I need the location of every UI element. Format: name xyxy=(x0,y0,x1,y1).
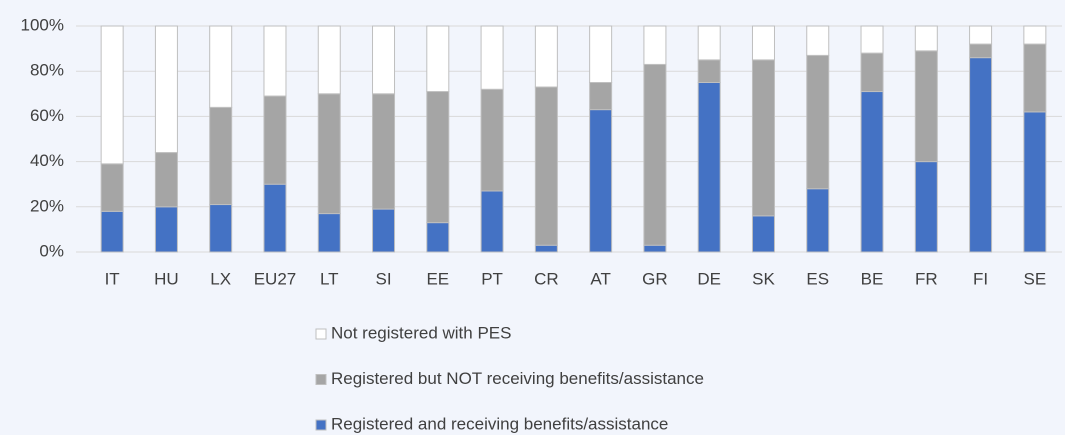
bar-segment xyxy=(751,59,775,217)
bar-segment xyxy=(860,91,884,253)
bar-segment xyxy=(643,63,667,246)
legend-label: Registered but NOT receiving benefits/as… xyxy=(331,369,704,388)
x-tick-label: AT xyxy=(590,269,610,288)
x-tick-label: PT xyxy=(481,269,503,288)
bar-segment xyxy=(534,244,558,253)
legend-label: Registered and receiving benefits/assist… xyxy=(331,414,668,433)
bar-segment xyxy=(317,93,341,215)
x-tick-label: EE xyxy=(426,269,449,288)
bar-segment xyxy=(914,50,938,163)
bar-segment xyxy=(480,190,504,253)
bar-segment xyxy=(643,25,667,65)
x-tick-label: DE xyxy=(697,269,721,288)
bar-segment xyxy=(154,206,178,253)
bar-segment xyxy=(263,25,287,97)
x-tick-label: EU27 xyxy=(254,269,297,288)
bar-segment xyxy=(643,244,667,253)
y-tick-label: 0% xyxy=(39,241,64,260)
legend-swatch xyxy=(315,419,327,431)
bar-segment xyxy=(1023,111,1047,253)
bar-segment xyxy=(100,25,124,165)
bar-segment xyxy=(263,95,287,185)
bar-segment xyxy=(914,25,938,52)
bar-segment xyxy=(806,188,830,253)
bar-segment xyxy=(100,210,124,253)
bar-segment xyxy=(209,106,233,206)
bar-segment xyxy=(969,57,993,253)
x-tick-label: FR xyxy=(915,269,938,288)
legend-label: Not registered with PES xyxy=(331,323,511,342)
bar-segment xyxy=(806,25,830,56)
x-tick-label: SK xyxy=(752,269,775,288)
legend-swatch xyxy=(315,374,327,385)
bar-segment xyxy=(480,88,504,192)
x-tick-label: LX xyxy=(210,269,231,288)
bar-segment xyxy=(263,183,287,253)
x-tick-label: BE xyxy=(861,269,884,288)
x-tick-label: LT xyxy=(320,269,339,288)
bar-segment xyxy=(697,82,721,253)
bar-segment xyxy=(914,161,938,253)
bar-segment xyxy=(372,93,396,210)
x-tick-label: SE xyxy=(1024,269,1047,288)
bar-segment xyxy=(1023,43,1047,113)
bar-segment xyxy=(426,222,450,253)
y-tick-label: 60% xyxy=(30,106,64,125)
bar-segment xyxy=(480,25,504,90)
bar-segment xyxy=(372,208,396,253)
bar-segment xyxy=(751,25,775,61)
bar-segment xyxy=(209,25,233,108)
x-tick-label: HU xyxy=(154,269,179,288)
bar-segment xyxy=(534,86,558,246)
x-tick-label: CR xyxy=(534,269,559,288)
bar-segment xyxy=(154,152,178,208)
y-tick-label: 100% xyxy=(21,15,64,34)
x-tick-label: SI xyxy=(375,269,391,288)
bar-segment xyxy=(209,204,233,253)
bar-segment xyxy=(317,213,341,253)
bar-segment xyxy=(426,25,450,93)
x-tick-label: GR xyxy=(642,269,668,288)
bar-segment xyxy=(969,25,993,45)
bar-segment xyxy=(589,82,613,111)
x-tick-label: FI xyxy=(973,269,988,288)
bar-segment xyxy=(589,109,613,253)
bar-segment xyxy=(534,25,558,88)
bar-segment xyxy=(697,59,721,84)
bar-segment xyxy=(426,91,450,224)
bar-segment xyxy=(154,25,178,154)
bar-segment xyxy=(1023,25,1047,45)
bar-segment xyxy=(860,52,884,93)
bar-segment xyxy=(372,25,396,95)
bar-segment xyxy=(589,25,613,83)
legend-swatch xyxy=(315,328,327,340)
bar-segment xyxy=(860,25,884,54)
y-tick-label: 80% xyxy=(30,61,64,80)
y-tick-label: 40% xyxy=(30,151,64,170)
x-tick-label: ES xyxy=(806,269,829,288)
y-tick-label: 20% xyxy=(30,196,64,215)
bar-segment xyxy=(317,25,341,95)
bar-segment xyxy=(806,54,830,190)
bar-segment xyxy=(751,215,775,253)
bar-segment xyxy=(697,25,721,61)
x-tick-label: IT xyxy=(105,269,120,288)
bar-segment xyxy=(100,163,124,212)
bar-segment xyxy=(969,43,993,59)
